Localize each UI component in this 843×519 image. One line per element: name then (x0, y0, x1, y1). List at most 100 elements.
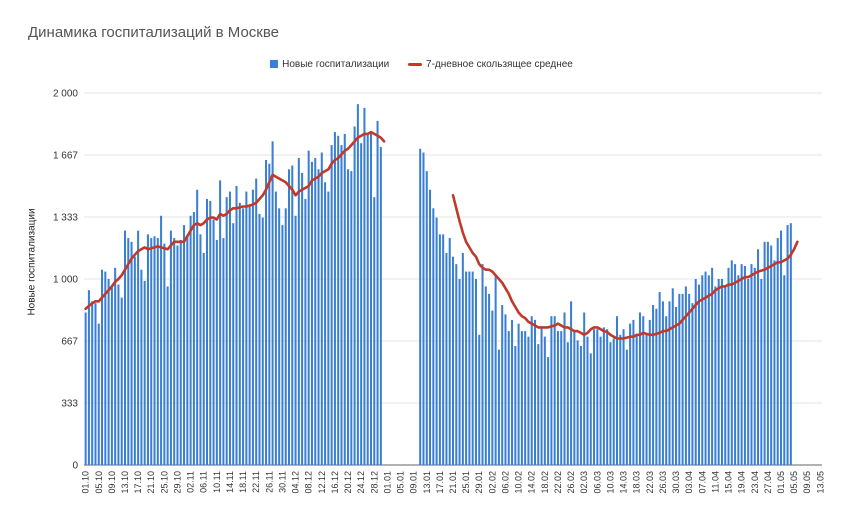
x-tick-label: 01.01 (382, 471, 392, 494)
bar (471, 271, 474, 465)
bar (314, 158, 317, 465)
x-tick-label: 12.12 (317, 471, 327, 494)
bar (238, 202, 241, 466)
x-tick-label: 28.12 (369, 471, 379, 494)
bar (655, 308, 658, 465)
legend-bar-swatch (270, 60, 279, 69)
x-tick-label: 26.03 (658, 471, 668, 494)
x-tick-label: 15.04 (724, 471, 734, 494)
bar (517, 323, 520, 465)
bar (373, 197, 376, 465)
bar (776, 238, 779, 465)
x-tick-label: 29.10 (172, 471, 182, 494)
x-tick-label: 02.02 (487, 471, 497, 494)
bar (661, 301, 664, 465)
x-tick-label: 11.04 (710, 471, 720, 493)
bar (720, 279, 723, 465)
bar (107, 279, 110, 465)
bar (451, 256, 455, 465)
bar (120, 297, 123, 465)
bar (301, 172, 304, 466)
bar (166, 286, 169, 465)
bar (87, 290, 90, 465)
bar (717, 279, 720, 465)
bar (665, 316, 668, 465)
moving-average-line (84, 130, 386, 311)
y-tick-label: 2 000 (53, 89, 78, 100)
y-tick-label: 1 333 (53, 213, 78, 224)
bar (363, 107, 366, 465)
bar (153, 236, 156, 465)
x-tick-label: 06.02 (500, 471, 510, 494)
bar (786, 225, 789, 465)
bar (186, 236, 189, 465)
bar (225, 197, 228, 465)
bar (143, 280, 146, 465)
bar (183, 225, 186, 465)
bars (84, 104, 792, 466)
x-tick-label: 26.02 (566, 471, 576, 494)
bar (163, 243, 166, 465)
bar (596, 329, 599, 465)
bar (570, 301, 573, 465)
x-tick-label: 14.03 (619, 471, 629, 494)
x-tick-label: 09.01 (409, 471, 419, 494)
bar (491, 310, 494, 465)
x-tick-label: 09.10 (107, 471, 117, 494)
bar (376, 120, 379, 466)
bar (648, 319, 651, 465)
bar (481, 264, 484, 465)
bar (612, 338, 615, 465)
bar (317, 169, 320, 465)
bar (337, 135, 340, 465)
bar (511, 319, 514, 465)
bar (484, 286, 487, 465)
bar (566, 342, 569, 465)
bar (474, 279, 477, 465)
bar (284, 208, 287, 465)
bar (593, 329, 596, 465)
bar (494, 275, 497, 465)
x-tick-label: 05.05 (789, 471, 799, 494)
bar (625, 349, 628, 465)
x-tick-label: 24.12 (356, 471, 366, 494)
bar (248, 204, 251, 465)
bar (642, 316, 645, 465)
x-tick-label: 10.03 (605, 471, 615, 494)
bar (137, 230, 140, 465)
x-tick-label: 27.04 (763, 471, 773, 494)
bar (704, 271, 707, 465)
bar (215, 239, 218, 465)
x-tick-label: 16.12 (330, 471, 340, 494)
bar (199, 234, 202, 465)
bar (675, 306, 678, 465)
y-tick-label: 1 667 (53, 150, 78, 161)
bar (766, 241, 769, 465)
x-tick-label: 22.11 (251, 471, 261, 493)
chart-title: Динамика госпитализаций в Москве (28, 24, 280, 41)
bar (606, 329, 609, 465)
x-tick-label: 29.01 (474, 471, 484, 494)
x-tick-label: 25.01 (461, 471, 471, 494)
bar (219, 180, 222, 466)
bar (488, 293, 491, 465)
bar (714, 286, 717, 465)
x-tick-label: 08.12 (304, 471, 314, 494)
x-tick-label: 01.10 (81, 471, 91, 494)
bar (711, 267, 714, 465)
bar (101, 269, 104, 465)
bar (658, 292, 661, 465)
bar (609, 342, 612, 465)
bar (520, 331, 523, 465)
bar (448, 238, 451, 465)
bar (743, 265, 746, 465)
bar (671, 288, 674, 465)
bar (442, 234, 445, 465)
bar (176, 245, 179, 465)
bar (599, 336, 602, 465)
bar (537, 344, 540, 465)
bar (189, 215, 192, 465)
bar (514, 345, 517, 465)
bar (202, 252, 205, 465)
